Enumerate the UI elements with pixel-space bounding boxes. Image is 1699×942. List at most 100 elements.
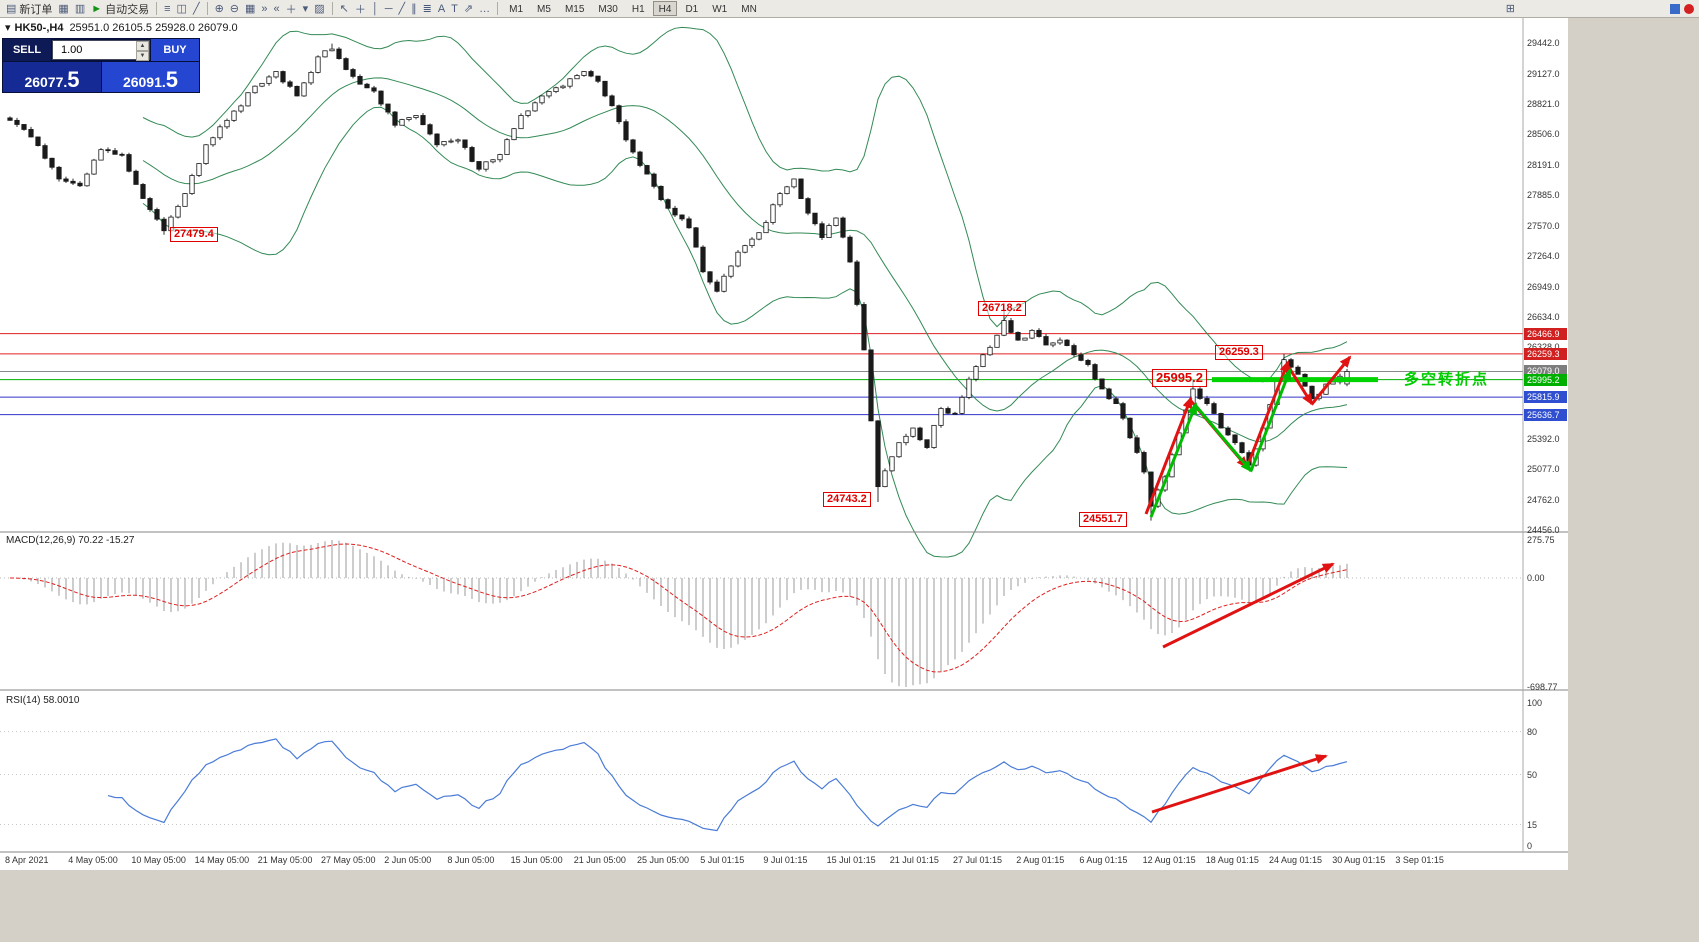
crosshair-icon[interactable]: ＋ bbox=[352, 1, 369, 17]
label-icon[interactable]: T bbox=[448, 1, 461, 17]
crosshair-glyph-icon: ＋ bbox=[354, 3, 366, 16]
tile-windows-glyph-icon: ▦ bbox=[245, 3, 256, 15]
price-callout-label[interactable]: 27479.4 bbox=[170, 227, 218, 242]
rsi-axis-label: 50 bbox=[1527, 769, 1538, 780]
chart-canvas[interactable] bbox=[0, 18, 1568, 870]
trend-arrows[interactable] bbox=[1144, 355, 1352, 814]
time-axis-label: 8 Apr 2021 bbox=[5, 855, 49, 865]
bollinger-upper-band bbox=[142, 26, 1348, 383]
vertical-line-icon[interactable]: │ bbox=[369, 1, 382, 17]
bid-big-digit: 5 bbox=[67, 67, 80, 93]
toolbar-separator bbox=[156, 2, 158, 15]
time-axis-label: 8 Jun 05:00 bbox=[447, 855, 495, 865]
profiles-glyph-icon: ▥ bbox=[74, 3, 86, 15]
price-callout-label[interactable]: 24743.2 bbox=[823, 492, 871, 507]
price-callout-label[interactable]: 24551.7 bbox=[1079, 512, 1127, 527]
price-axis-label: 29442.0 bbox=[1527, 38, 1560, 48]
timeframe-m30-button[interactable]: M30 bbox=[598, 4, 618, 15]
new-order-glyph-icon: ▤ bbox=[6, 3, 17, 15]
ask-main-digits: 26091. bbox=[122, 74, 166, 90]
cursor-icon[interactable]: ↖ bbox=[337, 1, 352, 17]
price-axis-label: 24456.0 bbox=[1527, 525, 1560, 535]
more-tools-glyph-icon: … bbox=[479, 2, 491, 15]
new-order-button[interactable]: ▤ 新订单 bbox=[3, 1, 55, 17]
sell-button[interactable]: SELL bbox=[3, 39, 51, 61]
more-tools-icon[interactable]: … bbox=[476, 1, 493, 17]
macd-axis-label: -698.77 bbox=[1527, 682, 1558, 692]
timeframe-m15-button[interactable]: M15 bbox=[564, 4, 585, 15]
timeframe-d1-button[interactable]: D1 bbox=[685, 4, 699, 15]
indicators-add-icon[interactable]: ＋ bbox=[283, 1, 300, 17]
arrows-tool-icon[interactable]: ⇗ bbox=[461, 1, 476, 17]
record-icon[interactable] bbox=[1684, 3, 1694, 14]
price-callout-label[interactable]: 25995.2 bbox=[1152, 369, 1207, 387]
community-icon[interactable] bbox=[1670, 3, 1680, 14]
volume-down-button[interactable]: ▼ bbox=[136, 51, 149, 61]
time-axis-label: 6 Aug 01:15 bbox=[1079, 855, 1128, 865]
ask-price-cell[interactable]: 26091. 5 bbox=[102, 62, 199, 92]
one-click-collapse-icon[interactable]: ▾ bbox=[5, 22, 11, 34]
red-trend-arrow[interactable] bbox=[1286, 365, 1314, 406]
red-trend-arrow[interactable] bbox=[1245, 360, 1290, 468]
profiles-icon[interactable]: ▥ bbox=[72, 1, 88, 17]
zoom-out-icon[interactable]: ⊖ bbox=[227, 1, 242, 17]
turning-point-annotation[interactable]: 多空转折点 bbox=[1404, 371, 1490, 388]
timeframe-w1-button[interactable]: W1 bbox=[712, 4, 728, 15]
macd-axis-label: 0.00 bbox=[1527, 573, 1545, 583]
time-axis-label: 10 May 05:00 bbox=[131, 855, 186, 865]
candlestick-chart-icon[interactable]: ◫ bbox=[174, 1, 190, 17]
cursor-glyph-icon: ↖ bbox=[339, 3, 349, 15]
one-click-top-row: SELL 1.00 ▲ ▼ BUY bbox=[3, 39, 199, 61]
bar-chart-glyph-icon: ≡ bbox=[164, 2, 171, 15]
price-axis-label: 26949.0 bbox=[1527, 281, 1560, 292]
horizontal-line-icon[interactable]: ─ bbox=[382, 1, 396, 17]
timeframe-h1-button[interactable]: H1 bbox=[631, 4, 645, 15]
autotrading-button[interactable]: ► 自动交易 bbox=[88, 1, 152, 17]
text-glyph-icon: A bbox=[437, 2, 446, 15]
horizontal-level-lines[interactable] bbox=[0, 333, 1523, 416]
zoom-out-glyph-icon: ⊖ bbox=[229, 3, 239, 15]
zoom-in-icon[interactable]: ⊕ bbox=[212, 1, 227, 17]
volume-field[interactable]: 1.00 ▲ ▼ bbox=[52, 40, 150, 61]
volume-value[interactable]: 1.00 bbox=[61, 44, 83, 56]
trendline-glyph-icon: ╱ bbox=[398, 3, 406, 15]
timeframe-m1-button[interactable]: M1 bbox=[509, 4, 524, 15]
green-trend-arrow[interactable] bbox=[1194, 405, 1253, 473]
volume-spinner: ▲ ▼ bbox=[136, 41, 149, 61]
timeframe-h4-button[interactable]: H4 bbox=[652, 1, 678, 16]
time-axis-label: 21 Jun 05:00 bbox=[573, 855, 626, 865]
timeframe-mn-button[interactable]: MN bbox=[741, 4, 757, 15]
green-trend-arrow[interactable] bbox=[1249, 368, 1292, 472]
time-axis-label: 24 Aug 01:15 bbox=[1269, 855, 1323, 865]
text-icon[interactable]: A bbox=[435, 1, 448, 17]
price-callout-label[interactable]: 26259.3 bbox=[1215, 345, 1263, 360]
periods-menu-icon[interactable]: ▾ bbox=[300, 1, 312, 17]
green-trend-arrow[interactable] bbox=[1149, 402, 1198, 518]
price-axis-label: 26634.0 bbox=[1527, 312, 1560, 323]
vertical-line-glyph-icon: │ bbox=[371, 2, 379, 15]
red-trend-arrow[interactable] bbox=[1310, 355, 1352, 405]
trendline-icon[interactable]: ╱ bbox=[395, 1, 408, 17]
channel-icon[interactable]: ∥ bbox=[408, 1, 420, 17]
time-axis-label: 15 Jun 05:00 bbox=[510, 855, 563, 865]
fibonacci-icon[interactable]: ≣ bbox=[420, 1, 435, 17]
charts-menu-icon[interactable]: ▦ bbox=[55, 1, 71, 17]
auto-scroll-icon[interactable]: » bbox=[258, 1, 270, 17]
chart-shift-glyph-icon: « bbox=[273, 2, 280, 15]
red-trend-arrow[interactable] bbox=[1144, 396, 1193, 515]
bar-chart-icon[interactable]: ≡ bbox=[161, 1, 173, 17]
buy-button[interactable]: BUY bbox=[151, 39, 199, 61]
line-chart-icon[interactable]: ╱ bbox=[190, 1, 203, 17]
red-trend-arrow[interactable] bbox=[1151, 754, 1328, 814]
chart-shift-icon[interactable]: « bbox=[271, 1, 283, 17]
price-axis-label: 24762.0 bbox=[1527, 495, 1560, 506]
templates-icon[interactable]: ▨ bbox=[311, 1, 327, 17]
new-chart-window-icon[interactable]: ⊞ bbox=[1503, 1, 1518, 17]
tile-windows-icon[interactable]: ▦ bbox=[242, 1, 258, 17]
bid-price-cell[interactable]: 26077. 5 bbox=[3, 62, 102, 92]
volume-up-button[interactable]: ▲ bbox=[136, 41, 149, 51]
timeframe-m5-button[interactable]: M5 bbox=[537, 4, 551, 15]
time-axis-label: 12 Aug 01:15 bbox=[1142, 855, 1196, 865]
price-callout-label[interactable]: 26718.2 bbox=[978, 301, 1026, 316]
red-trend-arrow[interactable] bbox=[1162, 562, 1335, 649]
